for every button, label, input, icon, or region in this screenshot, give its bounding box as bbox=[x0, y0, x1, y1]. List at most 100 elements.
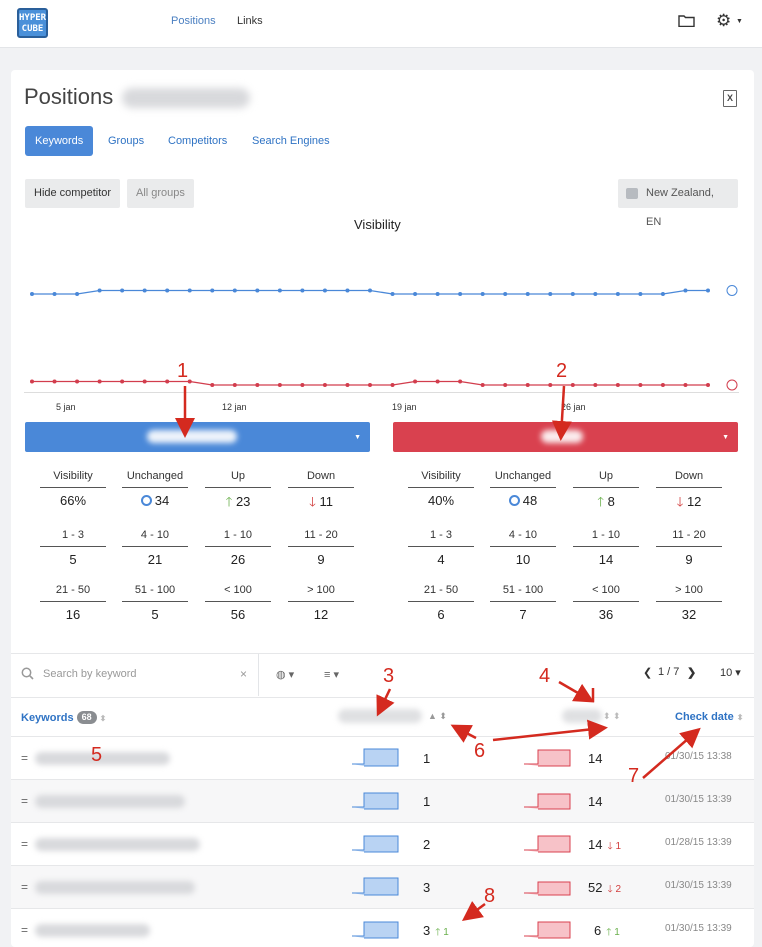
data-point bbox=[390, 292, 395, 296]
table-row[interactable]: = 2 14 🡓 1 01/28/15 13:39 bbox=[11, 822, 754, 865]
data-point bbox=[142, 379, 147, 384]
sort-icon: ⬍ bbox=[736, 713, 744, 722]
nav-links[interactable]: Links bbox=[237, 15, 263, 27]
position-value: 1 bbox=[423, 751, 431, 766]
all-groups-button[interactable]: All groups bbox=[127, 179, 194, 208]
data-point bbox=[300, 383, 305, 387]
gear-icon[interactable]: ⚙ bbox=[716, 11, 732, 30]
table-row[interactable]: = 3 🡑 1 6 🡑 1 01/30/15 13:39 bbox=[11, 908, 754, 947]
check-date: 01/28/15 13:39 bbox=[665, 837, 732, 848]
sparkline bbox=[524, 835, 571, 853]
visibility-chart bbox=[30, 285, 738, 391]
unchanged-icon: = bbox=[21, 751, 29, 765]
stat-visibility: Visibility 66% bbox=[40, 470, 106, 508]
check-date: 01/30/15 13:39 bbox=[665, 794, 732, 805]
data-point bbox=[615, 383, 620, 387]
range-stat: > 100 32 bbox=[656, 584, 722, 622]
keyword-count-badge: 68 bbox=[76, 711, 97, 724]
x-tick-label: 12 jan bbox=[222, 402, 247, 412]
tab-keywords[interactable]: Keywords bbox=[25, 126, 94, 156]
project-selector[interactable]: ▼ bbox=[25, 422, 370, 452]
sparkline bbox=[352, 877, 399, 896]
position-value: 6 🡑 1 bbox=[594, 923, 620, 938]
tab-search-engines[interactable]: Search Engines bbox=[252, 135, 330, 147]
excel-export-icon[interactable]: X bbox=[723, 90, 737, 107]
sort-icon[interactable]: ⬍ ⬍ bbox=[603, 711, 621, 721]
nav-positions[interactable]: Positions bbox=[171, 15, 216, 27]
data-point bbox=[232, 383, 237, 387]
unchanged-icon: = bbox=[21, 923, 29, 937]
annotation-number: 7 bbox=[628, 765, 640, 787]
tab-groups[interactable]: Groups bbox=[108, 135, 145, 147]
competitor-selector[interactable]: ▼ bbox=[393, 422, 738, 452]
unchanged-icon: = bbox=[21, 837, 29, 851]
check-date: 01/30/15 13:38 bbox=[665, 751, 732, 762]
data-point bbox=[368, 383, 372, 387]
region-button[interactable]: New Zealand, EN bbox=[618, 179, 738, 228]
data-point bbox=[390, 383, 395, 387]
sort-icon[interactable]: ▲ ⬍ bbox=[428, 711, 447, 721]
page-size-select[interactable]: 10 ▾ bbox=[720, 667, 741, 679]
unchanged-icon: = bbox=[21, 794, 29, 808]
keyword-blurred bbox=[35, 752, 170, 765]
table-row[interactable]: = 1 14 01/30/15 13:38 bbox=[11, 736, 754, 779]
data-point bbox=[413, 292, 418, 296]
region-icon bbox=[626, 188, 638, 199]
data-point bbox=[525, 383, 530, 387]
data-point bbox=[480, 383, 485, 387]
stat-up: Up 🡑 23 bbox=[205, 470, 271, 515]
stat-unchanged: Unchanged 34 bbox=[122, 470, 188, 508]
keywords-column-header[interactable]: Keywords 68 ⬍ bbox=[21, 711, 107, 724]
sparkline bbox=[352, 792, 399, 810]
range-stat: > 100 12 bbox=[288, 584, 354, 622]
position-value: 2 bbox=[423, 837, 431, 852]
next-page-icon[interactable]: ❯ bbox=[687, 667, 697, 679]
clear-search-icon[interactable]: × bbox=[240, 667, 248, 681]
range-stat: < 100 56 bbox=[205, 584, 271, 622]
range-stat: 1 - 10 14 bbox=[573, 529, 639, 567]
position-value: 14 bbox=[588, 751, 603, 766]
data-point bbox=[322, 288, 327, 293]
data-point bbox=[255, 288, 260, 293]
check-date-column-header[interactable]: Check date ⬍ bbox=[675, 711, 744, 723]
arrow-up-icon: 🡑 bbox=[225, 494, 236, 509]
range-stat: 21 - 50 6 bbox=[408, 584, 474, 622]
data-point bbox=[706, 383, 710, 387]
prev-page-icon[interactable]: ❮ bbox=[643, 667, 653, 679]
data-point bbox=[435, 292, 440, 296]
data-point bbox=[683, 288, 688, 293]
sort-icon: ⬍ bbox=[99, 714, 107, 723]
search-input[interactable]: Search by keyword bbox=[43, 668, 137, 680]
hide-competitor-button[interactable]: Hide competitor bbox=[25, 179, 121, 208]
sparkline bbox=[524, 749, 571, 767]
folder-icon[interactable] bbox=[678, 14, 695, 27]
table-row[interactable]: = 1 14 01/30/15 13:39 bbox=[11, 779, 754, 822]
range-stat: 51 - 100 5 bbox=[122, 584, 188, 622]
range-stat: 51 - 100 7 bbox=[490, 584, 556, 622]
weather-icon bbox=[726, 285, 738, 296]
tab-competitors[interactable]: Competitors bbox=[168, 135, 228, 147]
circle-icon bbox=[140, 495, 152, 506]
range-stat: 11 - 20 9 bbox=[656, 529, 722, 567]
stat-unchanged: Unchanged 48 bbox=[490, 470, 556, 508]
data-point bbox=[413, 379, 418, 384]
engine-filter-dropdown[interactable]: ◍ ▾ bbox=[276, 669, 295, 681]
stat-up: Up 🡑 8 bbox=[573, 470, 639, 515]
position-value: 14 🡓 1 bbox=[588, 837, 622, 852]
competitor-column-header[interactable] bbox=[562, 709, 602, 723]
chart-x-axis bbox=[24, 392, 739, 393]
range-stat: 11 - 20 9 bbox=[288, 529, 354, 567]
sort-filter-dropdown[interactable]: ≡ ▾ bbox=[324, 669, 339, 681]
app-logo[interactable]: HYPER CUBE bbox=[17, 8, 48, 38]
project-column-header[interactable] bbox=[338, 709, 422, 723]
chevron-down-icon[interactable]: ▼ bbox=[736, 18, 743, 25]
rank-change-up: 🡑 1 bbox=[606, 927, 620, 938]
data-point bbox=[503, 292, 508, 296]
data-point bbox=[548, 292, 553, 296]
data-point bbox=[210, 288, 215, 293]
position-value: 14 bbox=[588, 794, 603, 809]
table-row[interactable]: = 3 52 🡓 2 01/30/15 13:39 bbox=[11, 865, 754, 908]
keyword-blurred bbox=[35, 881, 195, 894]
arrow-down-icon: 🡓 bbox=[309, 494, 320, 509]
